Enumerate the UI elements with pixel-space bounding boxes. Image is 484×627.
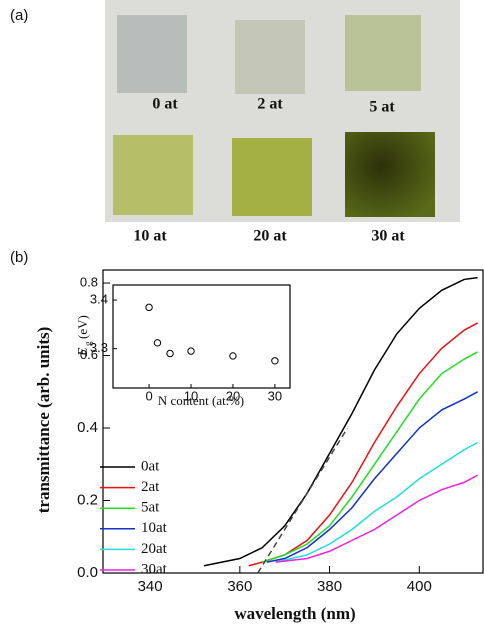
sample	[345, 132, 435, 217]
x-tick-label: 340	[138, 578, 163, 595]
series-line	[275, 474, 478, 563]
series-line	[203, 276, 478, 567]
y-tick-label: 0.8	[80, 274, 98, 289]
y-tick-label: 3.4	[90, 291, 108, 306]
x-tick-label: 20	[226, 388, 240, 403]
series-line	[262, 351, 478, 563]
point	[187, 347, 195, 355]
y-axis-label: transmittance (arb. units)	[34, 327, 53, 514]
sample	[345, 15, 421, 91]
legend-label: 5at	[141, 500, 160, 516]
y-tick-label: 0.2	[77, 491, 98, 508]
y-tick-label: 0.0	[77, 564, 98, 581]
plot-frame	[112, 284, 291, 389]
point	[166, 349, 174, 358]
x-tick-label: 30	[268, 388, 282, 403]
point	[153, 339, 162, 347]
legend-label: 20at	[141, 541, 168, 557]
inset-background	[113, 285, 290, 388]
sample-label: 20 at	[253, 228, 287, 245]
panel-label: (a)	[10, 7, 28, 24]
x-axis-label: wavelength (nm)	[234, 604, 355, 623]
sample	[113, 135, 193, 215]
legend-label: 10at	[141, 520, 168, 536]
sample	[117, 15, 187, 93]
legend-label: 30at	[141, 561, 168, 577]
inset-x-label: N content (at.%)	[158, 393, 244, 408]
x-tick-label: 360	[227, 578, 252, 595]
sample	[232, 138, 312, 216]
sample-label: 5 at	[369, 99, 395, 116]
y-tick-label: 0.4	[77, 419, 98, 436]
photo: 0 at 2 at 5 at 10 at 20 at 30 at	[105, 0, 460, 245]
plot-frame	[102, 269, 484, 574]
point	[145, 303, 153, 312]
y-tick-label: 0.6	[80, 347, 98, 362]
x-tick-label: 0	[145, 388, 152, 403]
sample-label: 30 at	[371, 228, 405, 245]
y-tick-label: 3.3	[90, 340, 108, 355]
x-tick-label: 380	[317, 578, 342, 595]
inset-y-label-unit: (eV)	[75, 315, 90, 339]
x-tick-label: 400	[407, 578, 432, 595]
sample-label: 10 at	[133, 228, 167, 245]
series-line	[266, 391, 478, 563]
x-tick-label: 10	[184, 388, 198, 403]
fit-line	[257, 427, 349, 574]
legend-label: 2at	[141, 479, 160, 495]
sample	[235, 20, 305, 94]
series-line	[275, 441, 478, 563]
point	[271, 357, 279, 365]
legend-label: 0at	[141, 458, 160, 474]
sample-label: 0 at	[152, 96, 178, 113]
point	[229, 352, 237, 360]
inset-y-label-main: E	[76, 347, 91, 357]
sample-label: 2 at	[257, 96, 283, 113]
panel-label: (b)	[10, 249, 28, 266]
inset-y-label: Eg (eV)	[75, 315, 93, 357]
inset-y-label-sub: g	[83, 341, 93, 346]
